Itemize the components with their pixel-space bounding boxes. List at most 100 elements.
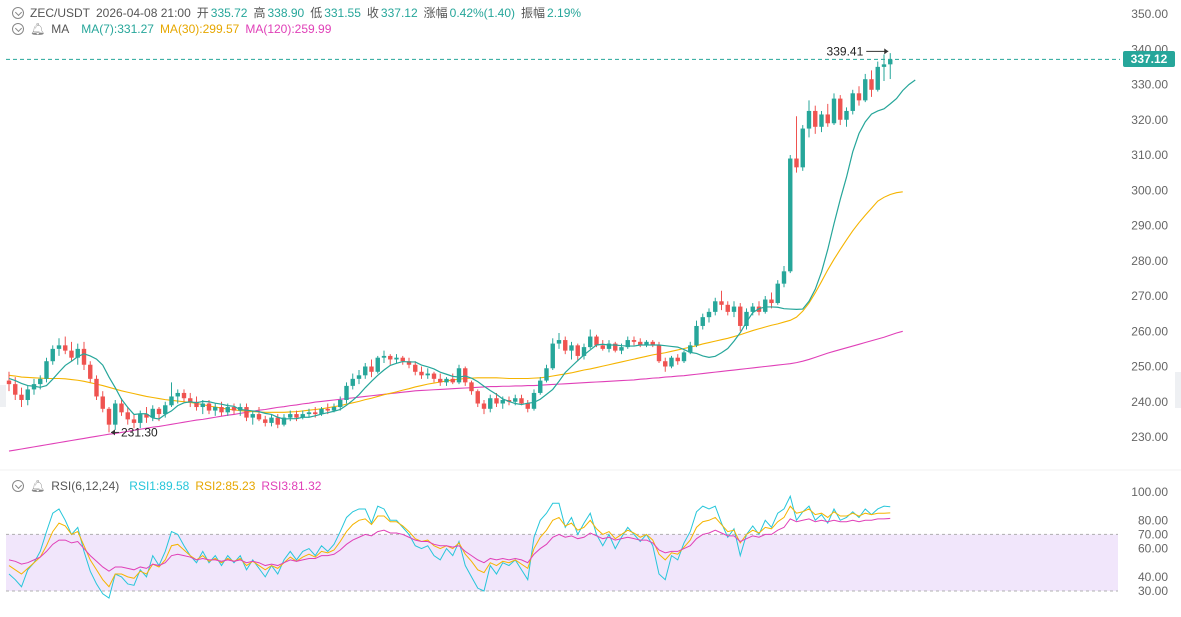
- rsi-axis-tick: 60.00: [1138, 542, 1168, 556]
- candle-body: [144, 414, 149, 418]
- candle-body: [338, 399, 343, 408]
- open-label: 开: [196, 6, 209, 20]
- candle-body: [600, 345, 605, 349]
- scroll-right-handle[interactable]: [1175, 372, 1181, 408]
- candle-body: [344, 385, 349, 400]
- candle-body: [731, 306, 737, 312]
- rsi2-line: [8, 505, 891, 588]
- price-axis-tick: 240.00: [1131, 395, 1168, 409]
- candle-body: [200, 403, 205, 408]
- candle-body: [88, 364, 93, 379]
- rsi2-value: RSI2:85.23: [195, 479, 256, 493]
- rsi-axis-tick: 100.00: [1131, 485, 1168, 499]
- candle-body: [463, 368, 468, 383]
- candle-body: [888, 59, 893, 65]
- candle-body: [394, 357, 399, 360]
- candle-body: [38, 378, 43, 385]
- datetime-label: 2026-04-08 21:00: [96, 5, 191, 20]
- candle-body: [425, 373, 430, 376]
- candle-body: [331, 407, 337, 411]
- candle-body: [775, 283, 780, 304]
- candle-body: [225, 407, 230, 413]
- candle-body: [819, 114, 824, 127]
- candle-body: [813, 110, 818, 127]
- candle-body: [44, 361, 49, 379]
- candle-body: [569, 345, 574, 351]
- high-marker-label: 339.41: [827, 44, 864, 58]
- low-marker-arrow: [111, 429, 115, 436]
- candle-body: [681, 352, 687, 362]
- high-value: 338.90: [267, 5, 305, 20]
- price-axis-tick: 310.00: [1131, 148, 1168, 162]
- ma7-line: [8, 79, 916, 420]
- bell-icon[interactable]: 🔔︎: [30, 22, 46, 36]
- candle-body: [719, 301, 724, 305]
- collapse-chevron-icon[interactable]: [12, 480, 24, 492]
- candle-body: [238, 407, 243, 411]
- rsi-band: [6, 534, 1118, 591]
- candle-body: [194, 401, 199, 408]
- collapse-chevron-icon[interactable]: [12, 6, 24, 19]
- candle-body: [163, 405, 168, 415]
- rsi1-value: RSI1:89.58: [129, 479, 190, 493]
- price-axis-tick: 320.00: [1131, 113, 1168, 127]
- scroll-left-handle[interactable]: [0, 385, 6, 407]
- candle-body: [869, 79, 874, 90]
- ma-legend: 🔔︎ MA MA(7):331.27 MA(30):299.57 MA(120)…: [0, 22, 337, 36]
- price-axis-tick: 250.00: [1131, 360, 1168, 374]
- candle-body: [494, 398, 499, 404]
- candle-body: [806, 110, 812, 129]
- candle-body: [500, 399, 505, 404]
- candle-body: [156, 408, 162, 415]
- candle-body: [281, 417, 287, 425]
- ma120-line: [8, 330, 903, 452]
- candle-body: [56, 345, 62, 349]
- candle-body: [556, 340, 562, 344]
- candle-body: [800, 128, 805, 168]
- candle-body: [94, 378, 99, 397]
- candle-body: [25, 389, 30, 400]
- rsi-legend: 🔔︎ RSI(6,12,24) RSI1:89.58 RSI2:85.23 RS…: [0, 479, 327, 493]
- low-label: 低: [310, 6, 323, 20]
- candle-body: [881, 64, 887, 67]
- candle-body: [844, 110, 849, 120]
- candle-body: [544, 368, 549, 381]
- candle-body: [19, 394, 24, 400]
- candle-body: [588, 336, 593, 348]
- price-axis-tick: 300.00: [1131, 183, 1168, 197]
- candle-body: [219, 407, 224, 413]
- candle-body: [475, 391, 480, 404]
- candle-body: [663, 361, 668, 367]
- candle-body: [400, 357, 405, 362]
- candle-body: [525, 403, 530, 409]
- candle-body: [138, 414, 143, 423]
- candle-body: [294, 414, 299, 418]
- candle-body: [575, 345, 580, 356]
- candle-body: [131, 419, 137, 423]
- candle-body: [769, 299, 774, 304]
- price-axis-tick: 270.00: [1131, 289, 1168, 303]
- candle-body: [513, 398, 518, 402]
- candle-body: [363, 366, 368, 376]
- candle-body: [606, 343, 612, 349]
- candle-body: [444, 378, 449, 383]
- candle-body: [413, 364, 418, 372]
- ohlc-header: ZEC/USDT 2026-04-08 21:00 开 335.72 高 338…: [0, 4, 587, 21]
- candle-body: [550, 343, 555, 369]
- candle-body: [825, 114, 830, 124]
- current-price-tag: 337.12: [1123, 51, 1175, 67]
- candle-body: [788, 158, 793, 272]
- ma30-value: MA(30):299.57: [159, 22, 240, 36]
- candle-body: [175, 392, 180, 397]
- ma30-line: [8, 191, 903, 413]
- candle-body: [300, 414, 305, 418]
- collapse-chevron-icon[interactable]: [12, 23, 24, 35]
- ma120-value: MA(120):259.99: [245, 22, 332, 36]
- bell-icon[interactable]: 🔔︎: [30, 479, 46, 493]
- candle-body: [13, 384, 18, 395]
- open-value: 335.72: [210, 5, 248, 20]
- candle-body: [275, 417, 280, 425]
- candle-body: [538, 380, 543, 393]
- candle-body: [169, 396, 174, 406]
